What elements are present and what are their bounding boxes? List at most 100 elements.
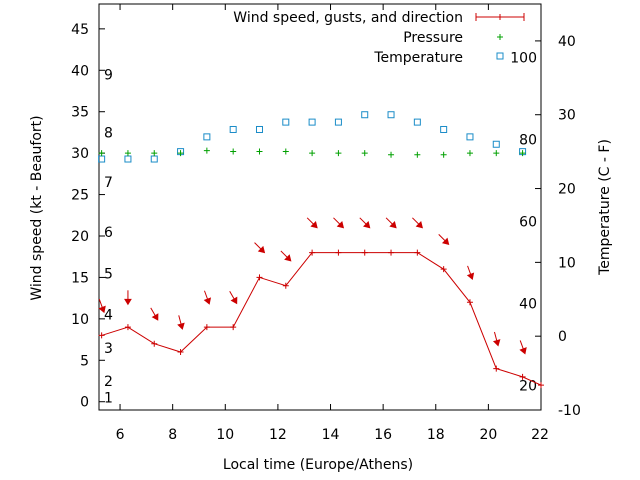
pressure-point [177,150,184,157]
y-tick-label-left: 10 [71,312,89,328]
legend: Wind speed, gusts, and direction Pressur… [233,10,525,66]
wind-speed-point [414,249,421,256]
plot-frame [98,3,542,411]
pressure-point [282,148,289,155]
y-axis-label-right: Temperature (C - F) [597,139,613,276]
wind-direction-arrow-head [124,298,132,306]
x-tick-label: 10 [216,427,234,443]
legend-swatch-pressure [497,34,503,40]
wind-speed-line [101,252,542,386]
wind-direction-arrow-head [466,272,475,280]
wind-direction-arrow [412,217,423,229]
pressure-point [124,150,131,157]
wind-direction-arrow [280,250,292,262]
wind-speed-point [151,340,158,347]
pressure-point [361,150,368,157]
y-tick-label-left: 35 [71,105,89,121]
wind-speed-point [177,349,184,355]
pressure-point [519,150,526,157]
temperature-point [334,118,342,126]
x-tick-label: 16 [374,427,392,443]
wind-speed-point [388,249,395,256]
temperature-point [150,155,158,163]
y-tick-label-right: -10 [558,403,581,419]
pressure-point [256,148,263,155]
wind-direction-arrow-head [415,221,423,229]
wind-speed-point [309,249,316,256]
wind-direction-arrow [98,298,106,314]
pressure-point [203,147,210,154]
beaufort-label: 2 [104,374,113,390]
pressure-point [335,150,342,157]
wind-direction-arrow [306,217,318,229]
y-tick-label-left: 20 [71,229,89,245]
x-tick-label: 14 [322,427,340,443]
legend-label-temperature: Temperature [373,50,463,66]
beaufort-label: 9 [104,67,113,83]
beaufort-label: 7 [104,175,113,191]
temperature-point [203,133,211,141]
pressure-point [388,151,395,158]
pressure-point [230,148,237,155]
fahrenheit-label: 40 [519,296,537,312]
y-tick-label-left: 15 [71,270,89,286]
pressure-point [414,151,421,158]
pressure-point [151,150,158,157]
series-marks [98,111,544,389]
temperature-point [255,125,263,133]
pressure-point [493,150,500,157]
wind-speed-point [282,282,289,289]
fahrenheit-label: 20 [519,378,537,394]
temperature-point [124,155,132,163]
temperature-point [466,133,474,141]
wind-direction-arrow-head [363,221,371,229]
legend-label-wind: Wind speed, gusts, and direction [233,10,463,26]
x-tick-label: 12 [269,427,287,443]
pressure-point [466,150,473,157]
beaufort-label: 1 [104,391,113,407]
y-tick-label-right: 40 [558,34,576,50]
temperature-point [492,140,500,148]
fahrenheit-label: 100 [510,50,537,66]
wind-direction-arrow [177,315,185,330]
wind-direction-arrow [203,290,212,305]
wind-direction-arrow-head [336,221,345,229]
wind-speed-point [440,266,447,273]
wind-direction-arrow-head [257,245,266,254]
beaufort-label: 3 [104,341,113,357]
legend-swatch-wind-marker [497,14,503,20]
beaufort-label: 6 [104,225,113,241]
wind-direction-arrow-head [203,297,212,305]
y-tick-label-left: 40 [71,63,89,79]
wind-direction-arrow-head [441,237,450,245]
wind-direction-arrow [359,217,371,229]
wind-direction-arrow [466,265,475,280]
x-tick-label: 18 [427,427,445,443]
wind-direction-arrow-head [177,322,185,330]
wind-direction-arrow-head [230,296,238,305]
wind-speed-point [230,324,237,331]
wind-speed-point [538,382,544,389]
y-tick-label-left: 30 [71,146,89,162]
temperature-point [98,155,106,163]
x-tick-label: 8 [168,427,177,443]
temperature-point [282,118,290,126]
y-axis-label-left: Wind speed (kt - Beaufort) [29,115,45,300]
axis-ticks: 6 8 10 12 14 16 18 20 22051015202530354045-10010… [71,4,581,443]
wind-direction-arrow [254,242,266,254]
wind-speed-point [466,299,473,306]
y-tick-label-left: 0 [80,395,89,411]
fahrenheit-label: 80 [519,132,537,148]
pressure-point [98,150,105,157]
temperature-point [440,125,448,133]
wind-speed-point [493,365,500,372]
beaufort-label: 8 [104,125,113,141]
wind-speed-point [335,249,342,256]
temperature-point [229,125,237,133]
y-tick-label-right: 0 [558,329,567,345]
wind-speed-point [256,274,263,281]
wind-speed-point [519,373,526,380]
pressure-point [309,150,316,157]
wind-speed-point [98,332,105,339]
